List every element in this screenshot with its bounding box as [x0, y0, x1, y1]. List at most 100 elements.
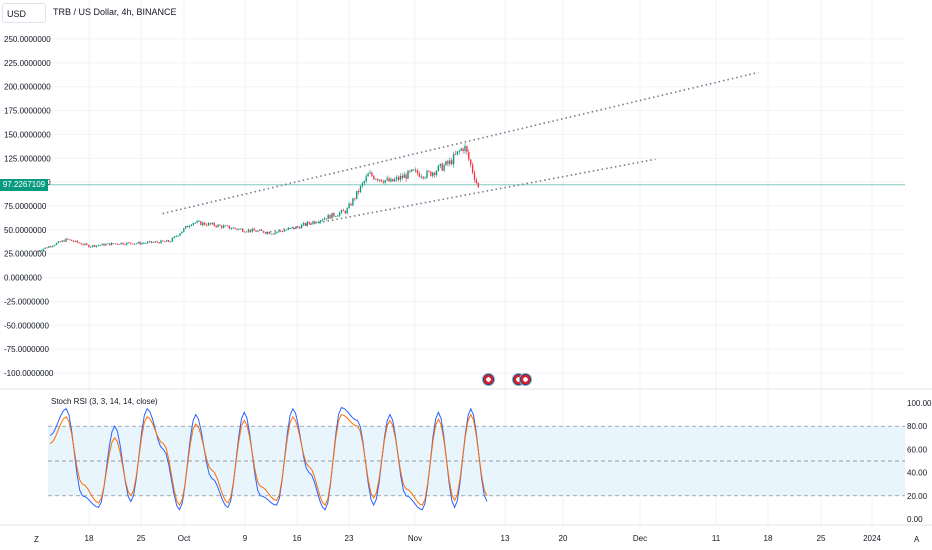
candle-body	[74, 240, 77, 242]
candle-body	[293, 227, 295, 230]
trendline[interactable]	[265, 158, 656, 234]
candle-body	[376, 179, 379, 181]
candle-body	[171, 237, 174, 242]
candle-body	[295, 226, 297, 230]
candle-body	[72, 240, 75, 242]
candle-body	[150, 241, 153, 243]
us-flag-event-icon[interactable]	[482, 373, 495, 386]
candle-body	[329, 214, 331, 219]
candle-body	[160, 240, 162, 244]
candle-body	[154, 241, 156, 243]
candle-body	[190, 224, 193, 226]
candle-body	[399, 175, 402, 180]
candle-body	[352, 198, 354, 206]
candle-body	[183, 228, 185, 232]
stoch-axis[interactable]: 100.00 80.00 60.00 40.00 20.00 0.00	[907, 399, 932, 524]
candle-body	[310, 223, 312, 225]
candle-body	[71, 239, 73, 241]
candle-body	[378, 179, 381, 181]
candle-body	[124, 244, 126, 246]
candle-body	[321, 219, 324, 221]
candle-body	[449, 160, 451, 164]
candle-body	[270, 233, 272, 235]
stoch-tick-label: 100.00	[907, 399, 932, 408]
auto-scale-icon[interactable]: A	[914, 535, 920, 544]
time-tick-label: 25	[137, 534, 146, 543]
candle-body	[63, 240, 65, 242]
candle-body	[426, 171, 428, 178]
candle-body	[464, 146, 466, 151]
trendline[interactable]	[162, 71, 759, 215]
candle-body	[215, 225, 217, 227]
candle-body	[337, 215, 339, 217]
price-tick-label: 150.0000000	[4, 130, 51, 139]
candle-body	[152, 242, 155, 244]
candle-body	[424, 177, 426, 179]
candle-body	[158, 242, 160, 244]
price-tick-label: -100.0000000	[4, 369, 54, 378]
candle-body	[198, 221, 200, 222]
candle-body	[44, 247, 46, 249]
candle-body	[228, 225, 231, 229]
candle-body	[141, 243, 143, 245]
candle-body	[395, 177, 398, 180]
candle-body	[91, 245, 94, 247]
time-tick-label: 18	[764, 534, 773, 543]
candle-body	[162, 240, 164, 242]
us-flag-event-icon[interactable]	[519, 373, 532, 386]
candle-body	[259, 229, 261, 231]
candle-body	[238, 228, 240, 230]
candle-body	[280, 230, 282, 232]
candle-body	[55, 242, 58, 246]
candle-body	[416, 170, 419, 174]
candle-body	[300, 224, 303, 229]
candle-body	[304, 223, 307, 226]
candle-body	[299, 226, 301, 229]
currency-button[interactable]: USD	[2, 3, 46, 23]
candle-body	[135, 243, 137, 245]
time-axis[interactable]: 18 25 Oct 9 16 23 Nov 13 20 Dec 11 18 25 2024	[85, 534, 882, 543]
candle-body	[291, 227, 293, 229]
candle-body	[223, 225, 225, 228]
candle-body	[266, 232, 269, 234]
candle-body	[274, 232, 276, 235]
candle-body	[468, 151, 470, 160]
candle-body	[42, 248, 44, 251]
candle-body	[57, 241, 60, 243]
candle-body	[90, 246, 92, 248]
candle-body	[261, 229, 263, 231]
candle-body	[308, 221, 310, 224]
candle-body	[177, 235, 179, 237]
time-tick-label: 18	[85, 534, 94, 543]
candle-body	[38, 250, 41, 252]
candle-body	[363, 181, 365, 184]
candle-body	[53, 245, 56, 246]
candle-body	[452, 154, 455, 165]
candle-body	[167, 240, 170, 242]
candle-body	[118, 244, 120, 245]
candle-body	[420, 176, 422, 178]
stoch-k-line	[49, 406, 488, 511]
candle-body	[86, 243, 88, 245]
candle-body	[202, 222, 204, 226]
zoom-icon[interactable]: Z	[34, 535, 39, 544]
time-tick-label: 16	[293, 534, 302, 543]
candle-body	[380, 179, 383, 182]
stoch-tick-label: 60.00	[907, 445, 928, 454]
stoch-rsi-legend[interactable]: Stoch RSI (3, 3, 14, 14, close)	[51, 397, 158, 406]
candles	[36, 143, 479, 252]
candle-body	[249, 229, 251, 232]
candle-body	[36, 250, 39, 252]
candle-body	[209, 223, 212, 225]
candle-body	[314, 221, 316, 223]
price-tick-label: 0.0000000	[4, 274, 42, 283]
time-tick-label: 11	[712, 534, 721, 543]
price-axis[interactable]: 250.0000000 225.0000000 200.0000000 175.000…	[4, 35, 54, 378]
candle-body	[59, 241, 61, 243]
candle-body	[232, 227, 234, 229]
candle-body	[236, 228, 238, 230]
candle-body	[192, 223, 194, 225]
candle-body	[196, 221, 198, 223]
time-tick-label: 13	[501, 534, 510, 543]
